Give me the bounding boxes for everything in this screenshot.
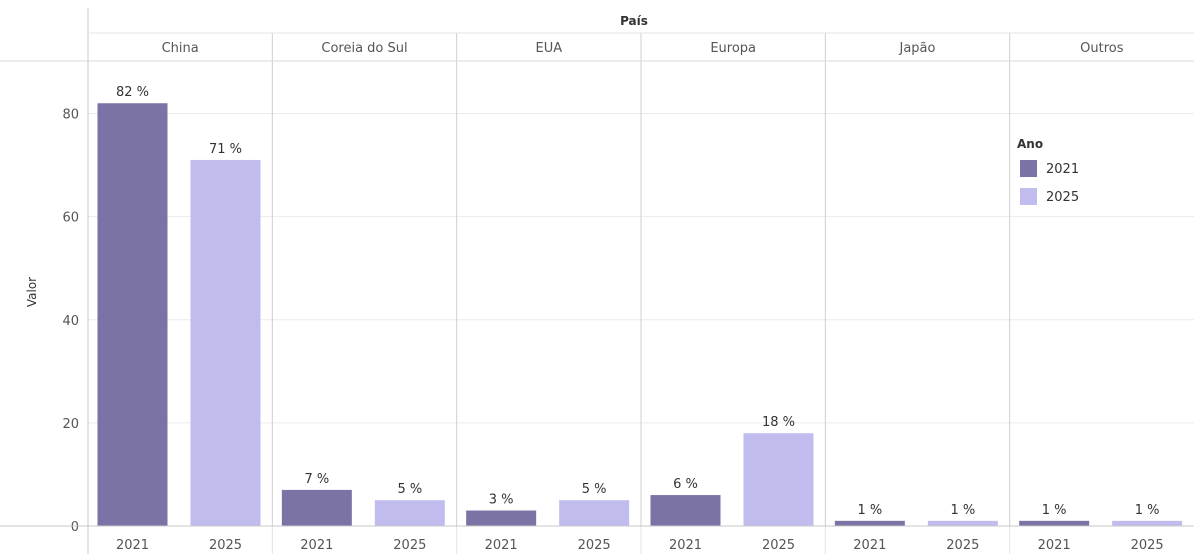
- bar: [650, 495, 721, 526]
- data-label: 1 %: [1135, 503, 1160, 518]
- data-label: 5 %: [582, 482, 607, 497]
- legend-swatch: [1020, 188, 1037, 205]
- bar: [374, 500, 445, 526]
- x-tick-label: 2021: [853, 538, 886, 553]
- legend-title: Ano: [1017, 137, 1043, 151]
- bar: [97, 103, 168, 526]
- data-label: 6 %: [673, 477, 698, 492]
- data-label: 71 %: [209, 142, 242, 157]
- x-tick-label: 2021: [485, 538, 518, 553]
- legend: Ano 2021 2025: [1017, 137, 1079, 205]
- y-tick-label: 40: [62, 314, 79, 329]
- x-tick-label: 2025: [578, 538, 611, 553]
- data-label: 1 %: [1042, 503, 1067, 518]
- y-axis-title: Valor: [25, 277, 39, 307]
- group-label: Outros: [1080, 41, 1124, 56]
- data-label: 5 %: [397, 482, 422, 497]
- x-tick-label: 2021: [1038, 538, 1071, 553]
- data-label: 1 %: [950, 503, 975, 518]
- data-labels: 82 % 71 % 7 % 5 % 3 % 5 % 6 % 18 % 1 % 1 % 1 % 1 %: [116, 85, 1160, 518]
- data-label: 1 %: [857, 503, 882, 518]
- bars: [97, 103, 1183, 526]
- x-tick-label: 2025: [209, 538, 242, 553]
- group-label: China: [162, 41, 199, 56]
- panel-separators: [271, 33, 1011, 554]
- group-label: Japão: [899, 41, 936, 56]
- group-label: Europa: [710, 41, 756, 56]
- bar: [834, 520, 905, 526]
- bar: [190, 159, 261, 526]
- x-tick-label: 2025: [762, 538, 795, 553]
- column-header-title: País: [620, 14, 648, 28]
- bar: [466, 510, 537, 526]
- x-tick-label: 2021: [116, 538, 149, 553]
- bar: [281, 489, 352, 526]
- data-label: 7 %: [304, 472, 329, 487]
- y-tick-label: 80: [62, 108, 79, 123]
- bar: [927, 520, 998, 526]
- y-tick-label: 0: [71, 520, 79, 535]
- y-tick-label: 60: [62, 211, 79, 226]
- data-label: 82 %: [116, 85, 149, 100]
- axes: 0 20 40 60 80 China 2021 2025 Coreia do Sul 2021 2…: [0, 8, 1194, 554]
- legend-label: 2025: [1046, 190, 1079, 205]
- data-label: 3 %: [489, 493, 514, 508]
- x-tick-label: 2025: [1131, 538, 1164, 553]
- data-label: 18 %: [762, 415, 795, 430]
- bar: [1019, 520, 1090, 526]
- group-label: Coreia do Sul: [321, 41, 407, 56]
- group-label: EUA: [536, 41, 563, 56]
- bar: [1112, 520, 1183, 526]
- x-tick-label: 2025: [946, 538, 979, 553]
- legend-swatch: [1020, 160, 1037, 177]
- x-tick-label: 2021: [300, 538, 333, 553]
- x-tick-label: 2021: [669, 538, 702, 553]
- bar: [743, 433, 814, 526]
- x-tick-label: 2025: [393, 538, 426, 553]
- legend-label: 2021: [1046, 162, 1079, 177]
- y-tick-label: 20: [62, 417, 79, 432]
- bar: [559, 500, 630, 526]
